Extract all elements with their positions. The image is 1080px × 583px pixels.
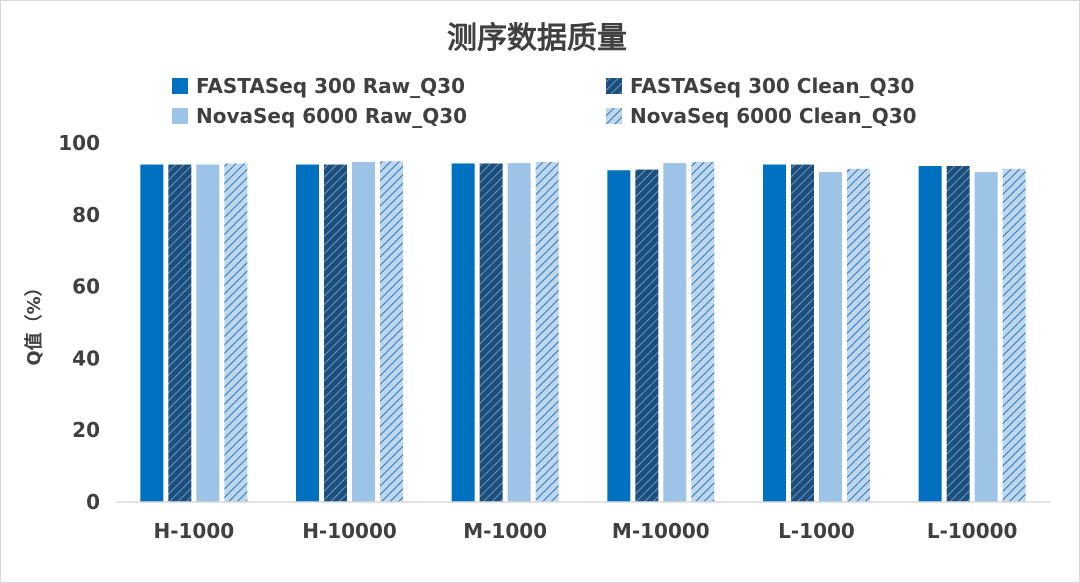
legend-item: FASTASeq 300 Clean_Q30 xyxy=(606,74,914,98)
bar xyxy=(819,172,842,503)
bar xyxy=(296,164,319,503)
legend-label: NovaSeq 6000 Raw_Q30 xyxy=(196,104,467,128)
y-tick-label: 100 xyxy=(58,131,100,155)
bar xyxy=(535,162,559,503)
bar xyxy=(791,164,814,503)
legend-swatch xyxy=(606,108,622,124)
legend-label: NovaSeq 6000 Clean_Q30 xyxy=(630,104,917,128)
bar xyxy=(451,163,475,502)
y-tick-label: 80 xyxy=(72,203,100,227)
y-tick-label: 0 xyxy=(86,490,100,514)
x-category-label: M-1000 xyxy=(463,519,547,543)
bar xyxy=(140,164,164,503)
x-category-label: L-1000 xyxy=(778,519,855,543)
legend-label: FASTASeq 300 Clean_Q30 xyxy=(630,74,914,98)
bar xyxy=(763,164,786,503)
bar xyxy=(168,164,192,503)
y-tick-label: 60 xyxy=(72,275,100,299)
x-category-label: L-10000 xyxy=(927,519,1018,543)
y-tick-label: 40 xyxy=(72,346,100,370)
chart-title: 测序数据质量 xyxy=(447,21,627,56)
bar xyxy=(507,163,531,502)
legend-swatch xyxy=(172,78,188,94)
bar xyxy=(224,163,248,502)
bar xyxy=(946,165,970,502)
bar xyxy=(635,169,659,503)
x-category-label: H-10000 xyxy=(302,519,397,543)
bar xyxy=(380,161,403,502)
bar xyxy=(324,164,347,503)
bar xyxy=(918,165,942,502)
bar xyxy=(607,170,631,502)
bar xyxy=(691,162,715,503)
legend-item: NovaSeq 6000 Raw_Q30 xyxy=(172,104,467,128)
x-axis-categories: H-1000 H-10000 M-1000 M-10000 L-1000 L-10000 xyxy=(153,519,1017,543)
bar xyxy=(352,162,375,503)
bar xyxy=(479,163,503,502)
y-axis-ticks: 0 20 40 60 80 100 xyxy=(58,131,100,514)
legend-item: NovaSeq 6000 Clean_Q30 xyxy=(606,104,917,128)
legend-item: FASTASeq 300 Raw_Q30 xyxy=(172,74,465,98)
y-axis-label: Q值（%） xyxy=(23,278,45,365)
legend-label: FASTASeq 300 Raw_Q30 xyxy=(196,74,465,98)
bar xyxy=(1002,168,1026,502)
x-category-label: H-1000 xyxy=(153,519,234,543)
bar xyxy=(663,163,687,502)
x-category-label: M-10000 xyxy=(612,519,710,543)
bar xyxy=(847,168,870,502)
bars xyxy=(140,161,1026,503)
bar xyxy=(974,172,998,503)
legend-swatch xyxy=(172,108,188,124)
legend-swatch xyxy=(606,78,622,94)
bar xyxy=(196,164,220,503)
y-tick-label: 20 xyxy=(72,418,100,442)
legend: FASTASeq 300 Raw_Q30 FASTASeq 300 Clean_Q… xyxy=(172,74,917,128)
